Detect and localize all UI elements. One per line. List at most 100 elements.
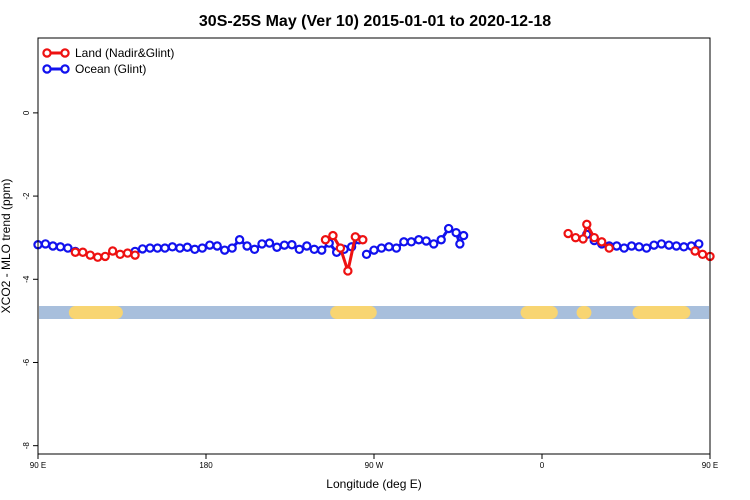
data-point-ocean	[391, 243, 402, 253]
data-point-ocean	[455, 239, 465, 249]
data-point-land	[335, 243, 346, 253]
data-point-ocean	[611, 241, 622, 251]
data-point-land	[604, 243, 614, 253]
data-point-ocean	[279, 240, 290, 250]
data-point-ocean	[656, 239, 667, 249]
data-point-land	[570, 232, 581, 243]
data-point-ocean	[406, 237, 417, 247]
data-point-land	[350, 232, 361, 242]
data-point-ocean	[414, 235, 424, 245]
data-point-ocean	[641, 243, 652, 253]
legend-marker-ocean	[60, 64, 70, 74]
data-point-land	[107, 246, 118, 256]
data-point-land	[690, 246, 700, 256]
data-point-ocean	[145, 243, 155, 253]
data-point-ocean	[55, 242, 66, 252]
data-point-ocean	[317, 245, 327, 255]
legend: Land (Nadir&Glint) Ocean (Glint)	[42, 46, 174, 76]
series-layer	[33, 219, 715, 276]
legend-marker-land	[42, 48, 52, 58]
data-point-ocean	[436, 235, 446, 245]
data-point-ocean	[152, 243, 163, 253]
data-point-land	[597, 237, 607, 247]
data-point-ocean	[257, 239, 267, 249]
y-axis-label: XCO2 - MLO trend (ppm)	[0, 179, 13, 314]
y-tick-label: -8	[22, 442, 31, 450]
data-point-ocean	[219, 245, 230, 255]
y-tick-label: -6	[22, 358, 31, 366]
data-point-ocean	[227, 243, 237, 253]
data-point-ocean	[376, 243, 387, 253]
series-land	[70, 219, 715, 276]
y-tick-label: -4	[22, 275, 31, 283]
data-point-ocean	[369, 245, 379, 255]
data-point-ocean	[384, 242, 394, 252]
y-tick-label: -2	[22, 192, 31, 200]
legend-label-ocean: Ocean (Glint)	[75, 62, 146, 76]
x-axis: 90 E 180 90 W 0 90 E	[30, 454, 718, 470]
data-point-land	[343, 266, 353, 276]
data-point-ocean	[451, 227, 461, 238]
data-point-ocean	[272, 242, 282, 252]
data-point-ocean	[302, 241, 312, 251]
data-point-ocean	[664, 240, 674, 250]
data-point-ocean	[197, 243, 207, 253]
data-point-ocean	[634, 242, 644, 252]
data-point-ocean	[249, 244, 260, 255]
data-point-ocean	[234, 235, 245, 245]
data-point-ocean	[175, 243, 185, 253]
x-tick-label: 0	[540, 461, 545, 470]
data-point-ocean	[167, 242, 178, 252]
data-point-land	[358, 235, 368, 245]
data-point-ocean	[264, 238, 275, 248]
data-point-land	[93, 252, 103, 262]
data-point-land	[582, 219, 592, 230]
data-point-land	[70, 247, 81, 257]
data-point-ocean	[671, 241, 682, 251]
data-point-ocean	[361, 249, 372, 260]
x-tick-label: 90 W	[365, 461, 384, 470]
data-point-ocean	[626, 241, 637, 251]
data-point-ocean	[137, 244, 148, 254]
data-point-land	[122, 248, 133, 258]
data-point-ocean	[160, 243, 170, 253]
y-axis: 0 -2 -4 -6 -8	[22, 110, 38, 449]
data-point-land	[328, 230, 338, 241]
data-point-ocean	[679, 242, 689, 252]
data-point-ocean	[242, 241, 252, 251]
data-point-ocean	[182, 242, 193, 252]
data-point-ocean	[205, 240, 215, 250]
data-point-land	[697, 249, 708, 260]
data-point-ocean	[287, 240, 297, 250]
data-point-ocean	[309, 244, 319, 255]
data-point-land	[563, 228, 573, 239]
data-point-land	[100, 251, 110, 262]
data-point-ocean	[190, 244, 200, 255]
data-point-ocean	[443, 223, 454, 234]
data-point-ocean	[399, 237, 409, 247]
x-axis-label: Longitude (deg E)	[326, 477, 421, 491]
data-point-ocean	[212, 241, 222, 251]
x-tick-label: 90 E	[30, 461, 46, 470]
legend-label-land: Land (Nadir&Glint)	[75, 46, 174, 60]
data-point-ocean	[429, 239, 439, 249]
data-point-ocean	[619, 243, 629, 253]
data-point-land	[578, 234, 588, 244]
data-point-land	[85, 250, 95, 260]
data-point-ocean	[694, 239, 704, 249]
data-point-ocean	[40, 239, 51, 249]
y-tick-label: 0	[22, 110, 31, 115]
x-tick-label: 180	[199, 461, 213, 470]
data-point-ocean	[294, 244, 305, 255]
data-point-ocean	[421, 236, 431, 246]
x-tick-label: 90 E	[702, 461, 718, 470]
chart-title: 30S-25S May (Ver 10) 2015-01-01 to 2020-…	[199, 13, 551, 30]
data-point-land	[589, 232, 599, 243]
data-point-land	[78, 247, 88, 257]
data-point-ocean	[63, 243, 73, 253]
data-point-ocean	[48, 241, 58, 251]
data-point-ocean	[458, 230, 469, 241]
legend-marker-ocean	[42, 64, 52, 74]
data-point-land	[115, 249, 125, 260]
